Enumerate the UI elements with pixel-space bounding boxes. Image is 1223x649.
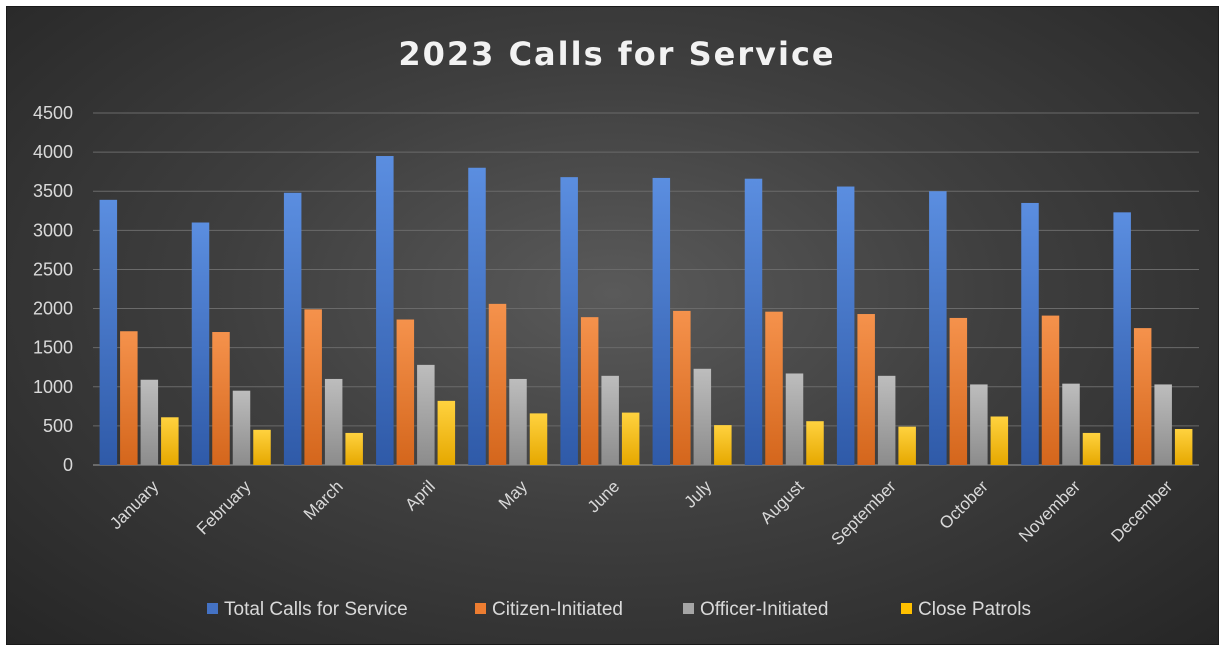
x-category-label: June bbox=[584, 477, 624, 517]
gridlines bbox=[93, 112, 1199, 466]
y-tick-label: 2500 bbox=[33, 259, 73, 279]
y-tick-label: 4000 bbox=[33, 142, 73, 162]
bar-close-patrols-september bbox=[898, 426, 916, 465]
bar-total-calls-for-service-june bbox=[560, 177, 578, 466]
bar-total-calls-for-service-march bbox=[283, 192, 302, 465]
bar-citizen-initiated-december bbox=[1133, 328, 1152, 465]
y-tick-label: 0 bbox=[63, 455, 73, 475]
bar-citizen-initiated-march bbox=[304, 309, 322, 465]
y-tick-label: 3500 bbox=[33, 181, 73, 201]
x-category-label: July bbox=[681, 477, 716, 512]
bar-total-calls-for-service-april bbox=[376, 156, 394, 465]
bar-officer-initiated-march bbox=[324, 378, 343, 465]
x-category-label: March bbox=[300, 477, 347, 524]
x-category-label: September bbox=[827, 477, 899, 549]
bar-close-patrols-january bbox=[161, 417, 179, 465]
chart-title: 2023 Calls for Service bbox=[398, 35, 835, 73]
bar-close-patrols-august bbox=[806, 421, 824, 465]
bar-close-patrols-june bbox=[621, 412, 640, 465]
bar-close-patrols-february bbox=[253, 429, 271, 465]
legend-swatch bbox=[901, 603, 912, 614]
bar-citizen-initiated-july bbox=[673, 310, 691, 465]
bar-officer-initiated-february bbox=[232, 390, 251, 465]
x-category-label: December bbox=[1107, 477, 1176, 546]
bar-citizen-initiated-september bbox=[857, 314, 875, 465]
bar-citizen-initiated-february bbox=[212, 332, 230, 465]
bar-officer-initiated-october bbox=[970, 384, 988, 465]
y-tick-label: 2000 bbox=[33, 299, 73, 319]
bar-total-calls-for-service-december bbox=[1113, 212, 1131, 465]
y-tick-label: 500 bbox=[43, 416, 73, 436]
bar-officer-initiated-september bbox=[877, 375, 896, 465]
bar-close-patrols-may bbox=[529, 413, 548, 465]
x-category-label: October bbox=[936, 477, 992, 533]
bar-total-calls-for-service-october bbox=[929, 191, 947, 465]
x-category-label: August bbox=[757, 477, 808, 528]
bar-citizen-initiated-april bbox=[396, 319, 415, 465]
bar-officer-initiated-july bbox=[693, 368, 712, 465]
legend-swatch bbox=[207, 603, 218, 614]
bar-total-calls-for-service-may bbox=[468, 167, 486, 465]
x-category-label: May bbox=[495, 477, 531, 513]
bar-total-calls-for-service-january bbox=[99, 199, 118, 465]
bar-officer-initiated-january bbox=[140, 379, 159, 465]
bar-officer-initiated-june bbox=[601, 375, 619, 465]
bar-citizen-initiated-may bbox=[488, 303, 507, 465]
legend-swatch bbox=[683, 603, 694, 614]
x-category-label: February bbox=[193, 477, 255, 539]
x-axis-category-labels: January February March April May June July Augu… bbox=[106, 477, 1176, 550]
bar-close-patrols-november bbox=[1082, 432, 1101, 465]
bar-total-calls-for-service-february bbox=[191, 222, 210, 465]
x-category-label: April bbox=[401, 477, 438, 514]
legend-swatch bbox=[475, 603, 486, 614]
y-tick-label: 4500 bbox=[33, 103, 73, 123]
bar-close-patrols-march bbox=[345, 432, 363, 465]
legend-label: Close Patrols bbox=[918, 599, 1031, 620]
bar-total-calls-for-service-september bbox=[836, 186, 855, 466]
chart-area: 2023 Calls for Service 0 500 1000 1500 2000 2… bbox=[6, 6, 1219, 645]
legend: Total Calls for Service Citizen-Initiated… bbox=[207, 599, 1031, 620]
bar-total-calls-for-service-november bbox=[1021, 202, 1039, 465]
bar-officer-initiated-december bbox=[1154, 384, 1172, 465]
bars bbox=[99, 156, 1193, 466]
y-axis-tick-labels: 0 500 1000 1500 2000 2500 3000 3500 4000 4500 bbox=[33, 103, 73, 475]
bar-close-patrols-december bbox=[1174, 429, 1193, 465]
y-tick-label: 1000 bbox=[33, 377, 73, 397]
chart-svg: 2023 Calls for Service 0 500 1000 1500 2000 2… bbox=[33, 35, 1199, 620]
bar-officer-initiated-may bbox=[509, 378, 527, 465]
bar-officer-initiated-november bbox=[1062, 383, 1080, 465]
x-category-label: January bbox=[106, 477, 163, 534]
y-tick-label: 3000 bbox=[33, 220, 73, 240]
bar-citizen-initiated-october bbox=[949, 317, 968, 465]
bar-total-calls-for-service-august bbox=[744, 178, 763, 465]
bar-total-calls-for-service-july bbox=[652, 177, 671, 465]
bar-close-patrols-october bbox=[990, 416, 1009, 465]
y-tick-label: 1500 bbox=[33, 338, 73, 358]
x-category-label: November bbox=[1015, 477, 1084, 546]
bar-close-patrols-april bbox=[437, 400, 456, 465]
bar-officer-initiated-april bbox=[417, 364, 435, 465]
legend-label: Citizen-Initiated bbox=[492, 599, 623, 620]
bar-citizen-initiated-august bbox=[765, 311, 783, 465]
bar-citizen-initiated-june bbox=[580, 317, 599, 465]
legend-label: Officer-Initiated bbox=[700, 599, 828, 620]
bar-close-patrols-july bbox=[714, 425, 732, 465]
bar-officer-initiated-august bbox=[785, 373, 804, 465]
legend-label: Total Calls for Service bbox=[224, 599, 408, 620]
bar-citizen-initiated-january bbox=[120, 331, 138, 465]
bar-citizen-initiated-november bbox=[1041, 315, 1060, 465]
